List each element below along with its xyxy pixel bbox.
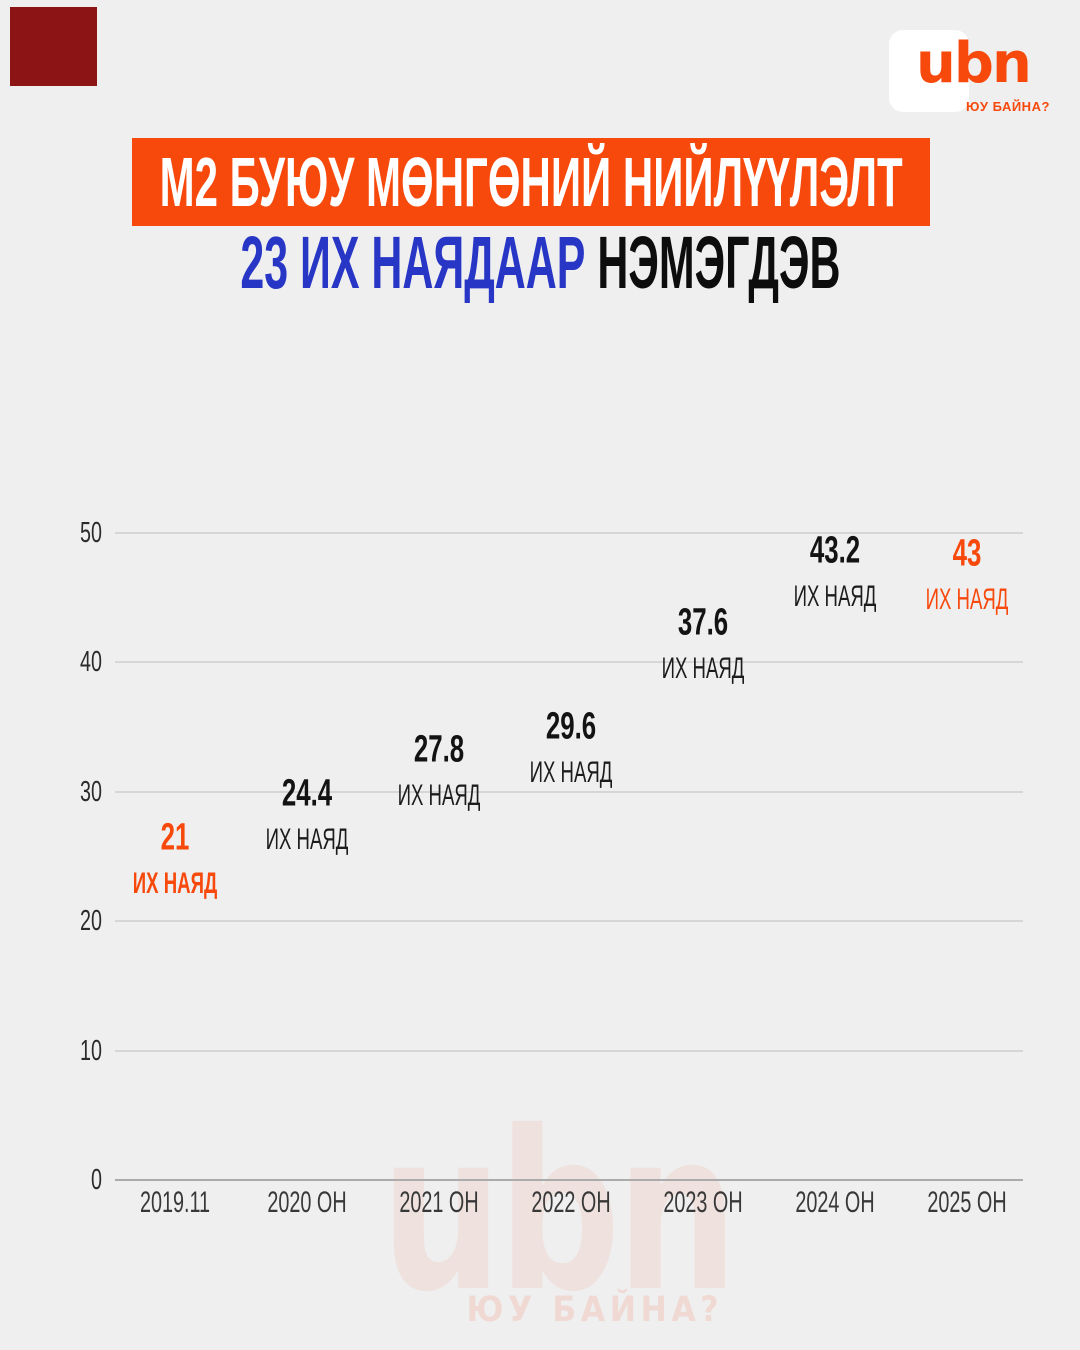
data-value-label-1: 21 [160,816,190,859]
gridline-30 [115,790,1023,793]
x-tick-label-2: 2020 ОН [267,1186,347,1219]
gridline-40 [115,661,1023,664]
x-tick-label-7: 2025 ОН [927,1186,1007,1219]
data-unit-label-6: ИХ НАЯД [793,579,877,613]
data-value-label-6: 43.2 [809,529,861,572]
y-tick-label-0: 0 [91,1164,102,1196]
page-subtitle: 23 ИХ НАЯДААР НЭМЭГДЭВ [0,226,1080,300]
gridline-10 [115,1049,1023,1052]
ubn-logo: ubn [916,31,1032,96]
data-value-label-5: 37.6 [677,601,729,644]
title-banner: М2 БУЮУ МӨНГӨНИЙ НИЙЛҮҮЛЭЛТ [132,138,930,226]
y-tick-label-40: 40 [80,646,102,679]
page-subtitle-text: 23 ИХ НАЯДААР НЭМЭГДЭВ [240,226,840,300]
data-unit-label-1: ИХ НАЯД [132,867,218,901]
data-unit-label-7: ИХ НАЯД [925,582,1009,616]
watermark-ubn: ubn [380,1084,738,1340]
y-tick-label-10: 10 [80,1034,102,1067]
watermark-tagline: ЮУ БАЙНА? [466,1290,723,1330]
data-unit-label-3: ИХ НАЯД [397,779,481,813]
gridline-20 [115,920,1023,923]
data-value-label-4: 29.6 [545,705,597,748]
page-title: М2 БУЮУ МӨНГӨНИЙ НИЙЛҮҮЛЭЛТ [159,143,903,221]
data-unit-label-4: ИХ НАЯД [529,755,613,789]
ubn-logo-tagline: ЮУ БАЙНА? [966,99,1050,114]
subtitle-rest: НЭМЭГДЭВ [584,221,841,304]
data-value-label-7: 43 [952,532,982,575]
subtitle-highlight: 23 ИХ НАЯДААР [239,221,585,304]
corner-accent-square [10,7,97,86]
data-value-label-3: 27.8 [413,728,465,771]
x-tick-label-4: 2022 ОН [531,1186,611,1219]
y-tick-label-30: 30 [80,775,102,808]
y-tick-label-50: 50 [80,517,102,549]
ubn-logo-background [889,30,969,112]
gridline-50 [115,532,1023,534]
x-tick-label-1: 2019.11 [139,1186,211,1219]
y-tick-label-20: 20 [80,905,102,938]
data-unit-label-2: ИХ НАЯД [265,823,349,857]
x-tick-label-6: 2024 ОН [795,1186,875,1219]
x-axis-line [115,1179,1023,1181]
x-tick-label-5: 2023 ОН [663,1186,743,1219]
data-unit-label-5: ИХ НАЯД [661,652,745,686]
x-tick-label-3: 2021 ОН [399,1186,479,1219]
data-value-label-2: 24.4 [281,772,333,815]
